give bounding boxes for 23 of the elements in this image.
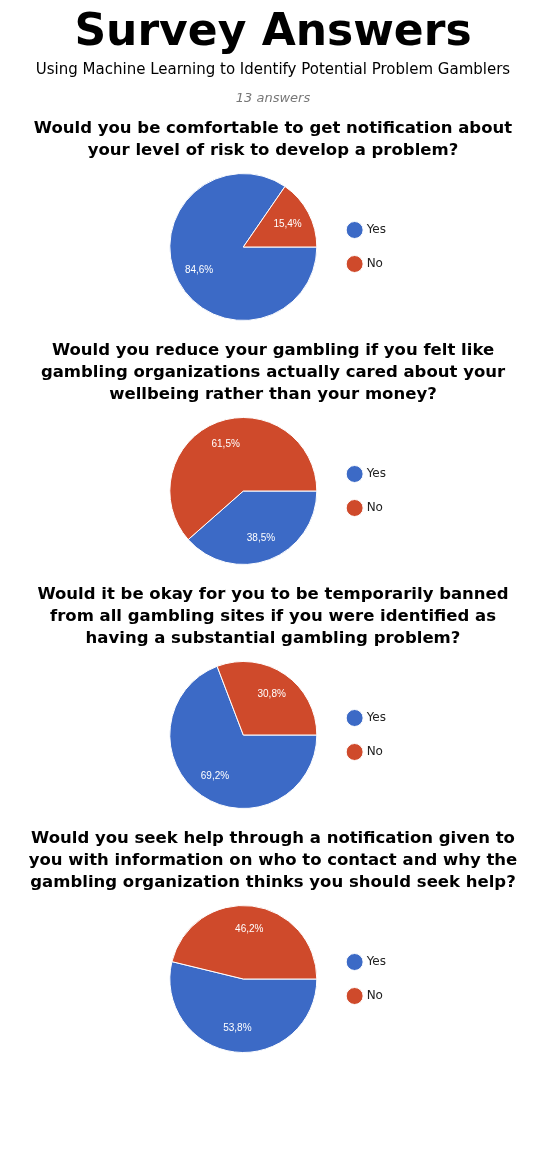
- data-label: 84,6%: [184, 264, 214, 275]
- chart-title: Would you seek help through a notification given to you with information on who to contact and why the gambling organization thinks you should seek help?: [27, 827, 519, 893]
- data-label: 15,4%: [273, 217, 302, 229]
- data-label: 69,2%: [200, 769, 230, 781]
- legend-label: No: [366, 744, 383, 759]
- data-label: 30,8%: [257, 687, 286, 699]
- legend-label: No: [366, 988, 383, 1003]
- data-label: 61,5%: [211, 438, 240, 449]
- legend-label: Yes: [365, 710, 386, 725]
- data-label: 46,2%: [235, 923, 264, 935]
- legend-label: No: [366, 500, 383, 515]
- legend-label: Yes: [365, 954, 386, 969]
- legend-label: Yes: [365, 222, 386, 237]
- text: Using Machine Learning to Identify Potential Problem Gamblers: [34, 60, 512, 78]
- data-label: 38,5%: [246, 531, 276, 543]
- legend-label: Yes: [365, 466, 386, 481]
- chart-title: Would you be comfortable to get notification about your level of risk to develop a problem?: [32, 117, 514, 161]
- text: Survey Answers: [73, 4, 473, 56]
- data-label: 53,8%: [223, 1022, 252, 1034]
- legend-label: No: [366, 256, 383, 271]
- chart-title: Would you reduce your gambling if you felt like gambling organizations actually cared about your wellbeing rather than your money?: [39, 339, 507, 405]
- text: 13 answers: [234, 90, 312, 105]
- chart-title: Would it be okay for you to be temporarily banned from all gambling sites if you were identified as having a substantial gambling problem?: [36, 583, 510, 649]
